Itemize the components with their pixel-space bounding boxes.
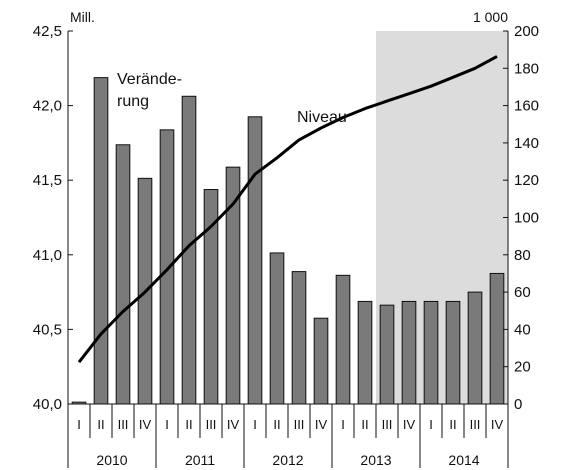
line-series-label: Niveau <box>297 109 347 126</box>
year-label-1: 2011 <box>185 452 215 468</box>
quarter-label-0: I <box>77 417 81 432</box>
bar-1 <box>93 77 109 405</box>
right-tick-label-7: 140 <box>514 135 539 152</box>
left-tick-label-0: 40,0 <box>33 396 62 413</box>
category-axis: I II III IV I II III IV I II III IV I II III IV I II III IV… <box>67 404 509 468</box>
quarter-label-3: IV <box>139 417 152 432</box>
quarter-label-16: I <box>429 417 433 432</box>
right-tick-label-8: 160 <box>514 98 539 115</box>
quarter-label-8: I <box>253 417 257 432</box>
right-tick-label-6: 120 <box>514 172 539 189</box>
bar-series-veraenderung <box>71 77 505 405</box>
right-tick-label-0: 0 <box>514 396 522 413</box>
left-tick-label-5: 42,5 <box>33 23 62 40</box>
bar-8 <box>247 116 263 405</box>
quarter-label-18: III <box>470 417 481 432</box>
quarter-label-12: I <box>341 417 345 432</box>
bar-14 <box>379 304 395 405</box>
year-label-2: 2012 <box>272 452 303 468</box>
bar-13 <box>357 300 373 405</box>
forecast-shaded-region <box>376 31 508 404</box>
bar-17 <box>445 300 461 405</box>
bar-15 <box>401 300 417 405</box>
right-tick-label-2: 40 <box>514 321 531 338</box>
bar-2 <box>115 144 131 405</box>
quarter-label-19: IV <box>491 417 504 432</box>
quarter-label-11: IV <box>315 417 328 432</box>
left-tick-label-4: 42,0 <box>33 98 62 115</box>
quarter-label-10: III <box>294 417 305 432</box>
left-axis-unit: Mill. <box>70 9 95 25</box>
bar-16 <box>423 300 439 405</box>
left-tick-label-3: 41,5 <box>33 172 62 189</box>
line-series-niveau <box>77 55 498 364</box>
year-label-3: 2013 <box>360 452 391 468</box>
bar-18 <box>467 291 483 405</box>
bar-11 <box>313 317 329 405</box>
quarter-label-5: II <box>185 417 192 432</box>
bar-19 <box>489 272 505 405</box>
left-tick-label-2: 41,0 <box>33 247 62 264</box>
axes: 40,0 40,5 41,0 41,5 42,0 42,5 0 20 40 60 80 100 120 1… <box>33 23 539 413</box>
quarter-label-9: II <box>273 417 280 432</box>
forecast-shading-layer <box>376 31 508 404</box>
right-tick-label-1: 20 <box>514 359 531 376</box>
bar-series-label-line2: rung <box>117 93 149 110</box>
right-tick-label-3: 60 <box>514 284 531 301</box>
quarter-label-13: II <box>361 417 368 432</box>
quarter-label-6: III <box>206 417 217 432</box>
right-axis-unit: 1 000 <box>473 9 508 25</box>
quarter-label-4: I <box>165 417 169 432</box>
bar-10 <box>291 271 307 405</box>
bar-4 <box>159 129 175 405</box>
quarter-label-1: II <box>97 417 104 432</box>
quarter-label-17: II <box>449 417 456 432</box>
quarter-label-15: IV <box>403 417 416 432</box>
right-tick-label-4: 80 <box>514 247 531 264</box>
quarter-label-14: III <box>382 417 393 432</box>
line-niveau <box>77 55 498 364</box>
year-label-0: 2010 <box>96 452 127 468</box>
quarter-label-7: IV <box>227 417 240 432</box>
right-tick-label-9: 180 <box>514 60 539 77</box>
quarter-label-2: III <box>118 417 129 432</box>
left-tick-label-1: 40,5 <box>33 321 62 338</box>
year-label-4: 2014 <box>448 452 479 468</box>
right-tick-label-5: 100 <box>514 210 539 227</box>
bar-series-label-line1: Verände- <box>117 71 182 88</box>
bar-12 <box>335 274 351 405</box>
right-tick-label-10: 200 <box>514 23 539 40</box>
bar-9 <box>269 252 285 405</box>
